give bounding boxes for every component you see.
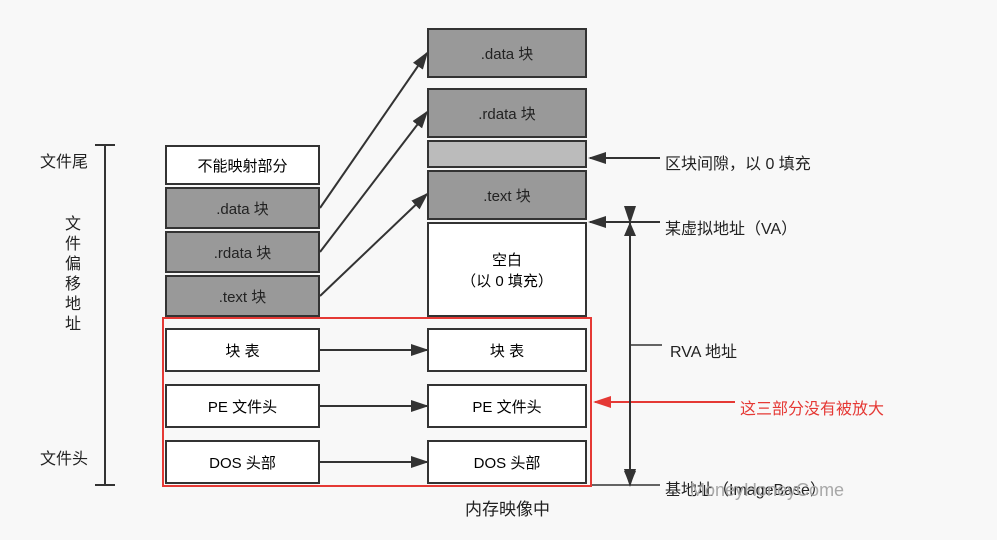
map-arrow-0	[320, 53, 427, 208]
file-block-3: .text 块	[165, 275, 320, 317]
file-offset-label: 文件偏移地址	[58, 215, 82, 335]
file-tail-label: 文件尾	[40, 148, 88, 172]
file-head-label: 文件头	[40, 445, 88, 469]
file-block-2: .rdata 块	[165, 231, 320, 273]
right-label-0: 区块间隙，以 0 填充	[665, 150, 811, 174]
right-label-2: RVA 地址	[670, 338, 737, 362]
file-block-0: 不能映射部分	[165, 145, 320, 185]
right-label-3: 这三部分没有被放大	[740, 395, 884, 419]
watermark: MoneyHoneyCome	[690, 480, 844, 501]
memory-block-3: .text 块	[427, 170, 587, 220]
memory-image-label: 内存映像中	[465, 495, 550, 520]
memory-block-2	[427, 140, 587, 168]
memory-block-1: .rdata 块	[427, 88, 587, 138]
memory-block-4: 空白（以 0 填充）	[427, 222, 587, 317]
unchanged-sections-highlight	[162, 317, 592, 487]
right-label-1: 某虚拟地址（VA）	[665, 215, 797, 239]
file-block-1: .data 块	[165, 187, 320, 229]
pe-mapping-diagram: 不能映射部分.data 块.rdata 块.text 块块 表PE 文件头DOS…	[0, 0, 997, 540]
map-arrow-2	[320, 194, 427, 296]
map-arrow-1	[320, 112, 427, 252]
memory-block-0: .data 块	[427, 28, 587, 78]
